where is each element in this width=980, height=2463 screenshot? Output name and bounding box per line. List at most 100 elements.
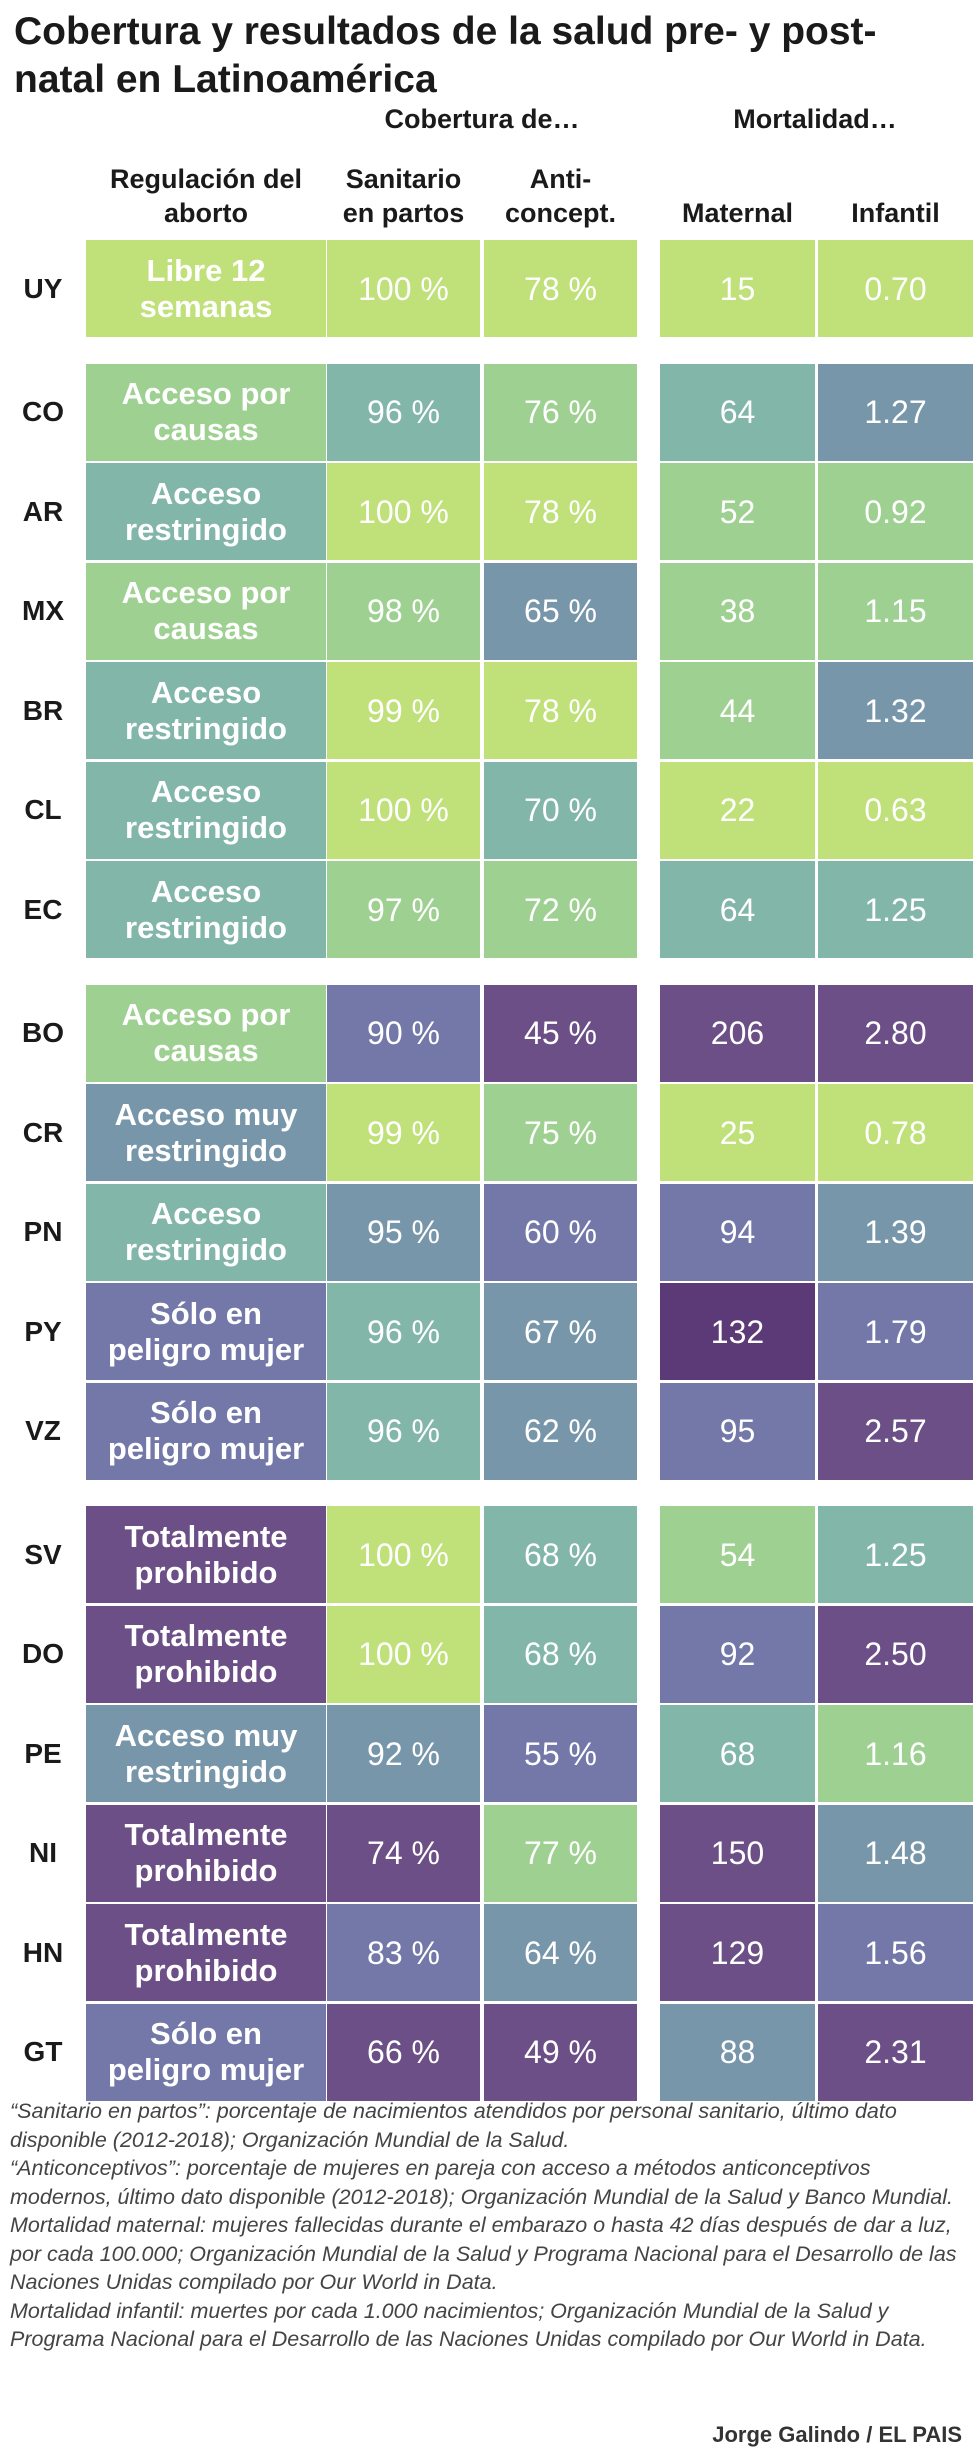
births-cell-ar: 100 %	[327, 463, 480, 560]
infant-cell-cr: 0.78	[818, 1084, 973, 1181]
group-header-coverage: Cobertura de…	[384, 104, 580, 134]
row-label-gt: GT	[23, 2036, 63, 2067]
births-cell-sv: 100 %	[327, 1506, 480, 1603]
regulation-cell-cr: Acceso muy restringido	[86, 1084, 326, 1181]
infant-cell-ec: 1.25	[818, 861, 973, 958]
births-cell-pn: 95 %	[327, 1183, 480, 1281]
regulation-cell-bo: Acceso por causas	[86, 984, 326, 1082]
row-label-cl: CL	[24, 794, 62, 825]
regulation-cell-ni: Totalmente prohibido	[86, 1804, 326, 1902]
contraception-cell-ec: 72 %	[484, 861, 637, 958]
contraception-cell-py: 67 %	[484, 1283, 637, 1380]
contraception-cell-uy: 78 %	[484, 240, 637, 337]
regulation-cell-py: Sólo en peligro mujer	[86, 1283, 326, 1380]
row-label-sv: SV	[24, 1538, 62, 1570]
births-cell-hn: 83 %	[327, 1904, 480, 2001]
row-label-pn: PN	[23, 1216, 63, 1247]
births-cell-vz: 96 %	[327, 1382, 480, 1480]
contraception-cell-hn: 64 %	[484, 1904, 637, 2001]
contraception-cell-cl: 70 %	[484, 761, 637, 859]
maternal-cell-co: 64	[660, 363, 815, 461]
maternal-cell-gt: 88	[660, 2003, 815, 2101]
maternal-cell-vz: 95	[660, 1382, 815, 1480]
contraception-cell-ar: 78 %	[484, 463, 637, 560]
births-cell-br: 99 %	[327, 662, 480, 759]
contraception-cell-vz: 62 %	[484, 1382, 637, 1480]
births-cell-do: 100 %	[327, 1605, 480, 1703]
contraception-cell-pn: 60 %	[484, 1183, 637, 1281]
maternal-cell-sv: 54	[660, 1506, 815, 1603]
footnote-births: “Sanitario en partos”: porcentaje de nac…	[10, 2099, 897, 2152]
maternal-cell-mx: 38	[660, 562, 815, 660]
infant-cell-cl: 0.63	[818, 761, 973, 859]
infant-cell-py: 1.79	[818, 1283, 973, 1380]
regulation-cell-pn: Acceso restringido	[86, 1183, 326, 1281]
births-cell-uy: 100 %	[327, 240, 480, 337]
contraception-cell-br: 78 %	[484, 662, 637, 759]
births-cell-ni: 74 %	[327, 1804, 480, 1902]
infant-cell-pe: 1.16	[818, 1705, 973, 1802]
maternal-cell-ar: 52	[660, 463, 815, 560]
maternal-cell-pe: 68	[660, 1705, 815, 1802]
regulation-cell-do: Totalmente prohibido	[86, 1605, 326, 1703]
regulation-cell-mx: Acceso por causas	[86, 562, 326, 660]
row-label-br: BR	[22, 694, 64, 726]
column-header-maternal: Maternal	[681, 198, 794, 228]
maternal-cell-br: 44	[660, 662, 815, 759]
row-label-pe: PE	[24, 1737, 62, 1769]
regulation-cell-cl: Acceso restringido	[86, 761, 326, 859]
regulation-cell-ec: Acceso restringido	[86, 861, 326, 958]
regulation-cell-hn: Totalmente prohibido	[86, 1904, 326, 2001]
infant-cell-pn: 1.39	[818, 1183, 973, 1281]
row-label-ar: AR	[22, 495, 64, 527]
maternal-cell-uy: 15	[660, 240, 815, 337]
row-label-hn: HN	[22, 1936, 64, 1968]
infant-cell-br: 1.32	[818, 662, 973, 759]
footnote-contraception: “Anticonceptivos”: porcentaje de mujeres…	[10, 2156, 953, 2209]
infant-cell-bo: 2.80	[818, 984, 973, 1082]
infant-cell-mx: 1.15	[818, 562, 973, 660]
regulation-cell-uy: Libre 12 semanas	[86, 240, 326, 337]
maternal-cell-pn: 94	[660, 1183, 815, 1281]
contraception-cell-mx: 65 %	[484, 562, 637, 660]
regulation-cell-pe: Acceso muy restringido	[86, 1705, 326, 1802]
maternal-cell-py: 132	[660, 1283, 815, 1380]
footnote-maternal: Mortalidad maternal: mujeres fallecidas …	[10, 2213, 957, 2294]
contraception-cell-cr: 75 %	[484, 1084, 637, 1181]
row-label-cr: CR	[22, 1116, 64, 1148]
row-label-bo: BO	[22, 1017, 64, 1048]
row-label-do: DO	[22, 1638, 64, 1669]
group-header-mortality: Mortalidad…	[733, 104, 897, 134]
infant-cell-co: 1.27	[818, 363, 973, 461]
infant-cell-vz: 2.57	[818, 1382, 973, 1480]
regulation-cell-br: Acceso restringido	[86, 662, 326, 759]
maternal-cell-bo: 206	[660, 984, 815, 1082]
maternal-cell-do: 92	[660, 1605, 815, 1703]
row-label-ec: EC	[23, 893, 63, 925]
footnotes: “Sanitario en partos”: porcentaje de nac…	[10, 2097, 970, 2354]
infant-cell-do: 2.50	[818, 1605, 973, 1703]
row-label-ni: NI	[29, 1837, 57, 1868]
births-cell-pe: 92 %	[327, 1705, 480, 1802]
regulation-cell-gt: Sólo en peligro mujer	[86, 2003, 326, 2101]
births-cell-mx: 98 %	[327, 562, 480, 660]
column-header-contraception: Anti- concept.	[504, 164, 617, 228]
maternal-cell-cl: 22	[660, 761, 815, 859]
row-label-vz: VZ	[25, 1415, 61, 1446]
contraception-cell-bo: 45 %	[484, 984, 637, 1082]
infant-cell-ar: 0.92	[818, 463, 973, 560]
births-cell-py: 96 %	[327, 1283, 480, 1380]
credit: Jorge Galindo / EL PAIS	[712, 2422, 962, 2447]
row-label-mx: MX	[22, 595, 64, 626]
contraception-cell-co: 76 %	[484, 363, 637, 461]
maternal-cell-cr: 25	[660, 1084, 815, 1181]
contraception-cell-pe: 55 %	[484, 1705, 637, 1802]
infant-cell-hn: 1.56	[818, 1904, 973, 2001]
births-cell-bo: 90 %	[327, 984, 480, 1082]
regulation-cell-co: Acceso por causas	[86, 363, 326, 461]
chart-title: Cobertura y resultados de la salud pre- …	[14, 10, 877, 101]
column-header-infant: Infantil	[851, 198, 940, 228]
contraception-cell-gt: 49 %	[484, 2003, 637, 2101]
births-cell-co: 96 %	[327, 363, 480, 461]
regulation-cell-sv: Totalmente prohibido	[86, 1506, 326, 1603]
